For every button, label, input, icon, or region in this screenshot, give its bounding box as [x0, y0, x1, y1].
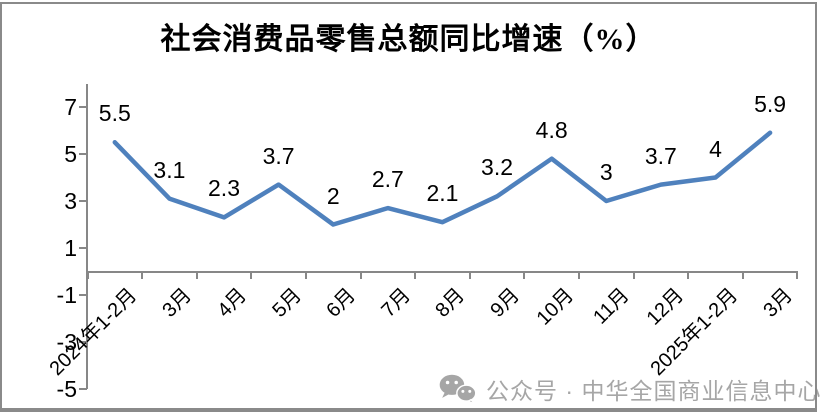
data-label: 2.3: [208, 175, 240, 202]
data-label: 4.8: [535, 116, 568, 143]
y-axis-tick: [79, 247, 87, 249]
data-label: 5.5: [98, 100, 131, 127]
y-axis-tick: [79, 153, 87, 155]
y-axis-tick: [79, 294, 87, 296]
watermark: 公众号 · 中华全国商业信息中心: [438, 372, 821, 406]
wechat-icon: [439, 374, 477, 405]
data-label: 3.2: [481, 154, 514, 181]
x-axis-tick: [523, 270, 526, 279]
x-axis-tick: [304, 270, 307, 279]
x-axis-tick: [250, 270, 253, 279]
chart-title: 社会消费品零售总额同比增速（%）: [160, 23, 657, 56]
y-axis-tick-label: -5: [56, 376, 77, 402]
y-axis-tick-label: 7: [64, 94, 77, 120]
y-axis-tick-label: 1: [64, 235, 77, 261]
x-axis-tick: [796, 270, 799, 279]
y-axis-tick: [79, 388, 87, 390]
x-axis-tick: [632, 270, 635, 279]
y-axis-tick: [79, 341, 87, 343]
data-line: [112, 130, 773, 227]
data-label: 4: [709, 135, 722, 162]
x-axis-tick: [359, 270, 362, 279]
x-axis-tick: [195, 270, 198, 279]
x-axis-tick: [741, 270, 744, 279]
y-axis-tick-label: -1: [56, 282, 77, 308]
x-axis-tick: [687, 270, 690, 279]
data-label: 2: [326, 182, 340, 209]
y-axis-tick-label: 3: [64, 188, 77, 214]
data-label: 3: [599, 159, 613, 185]
data-label: 3.7: [644, 142, 677, 169]
data-label: 2.7: [371, 166, 404, 193]
x-axis-tick: [468, 270, 471, 279]
x-axis-tick: [577, 270, 580, 279]
x-axis-tick: [86, 270, 89, 279]
data-label: 3.7: [262, 142, 295, 169]
data-label: 3.1: [153, 156, 186, 183]
x-axis-tick: [141, 270, 144, 279]
x-axis-line: [86, 270, 798, 273]
data-label: 2.1: [426, 180, 459, 207]
y-axis-tick: [79, 106, 87, 108]
data-label: 5.9: [754, 90, 787, 117]
y-axis-tick-label: 5: [64, 141, 77, 167]
y-axis-tick: [79, 200, 87, 202]
y-axis-tick-label: -3: [56, 329, 77, 355]
y-axis-line: [86, 83, 88, 389]
watermark-text: 公众号 · 中华全国商业信息中心: [486, 378, 821, 404]
x-axis-tick: [414, 270, 417, 279]
